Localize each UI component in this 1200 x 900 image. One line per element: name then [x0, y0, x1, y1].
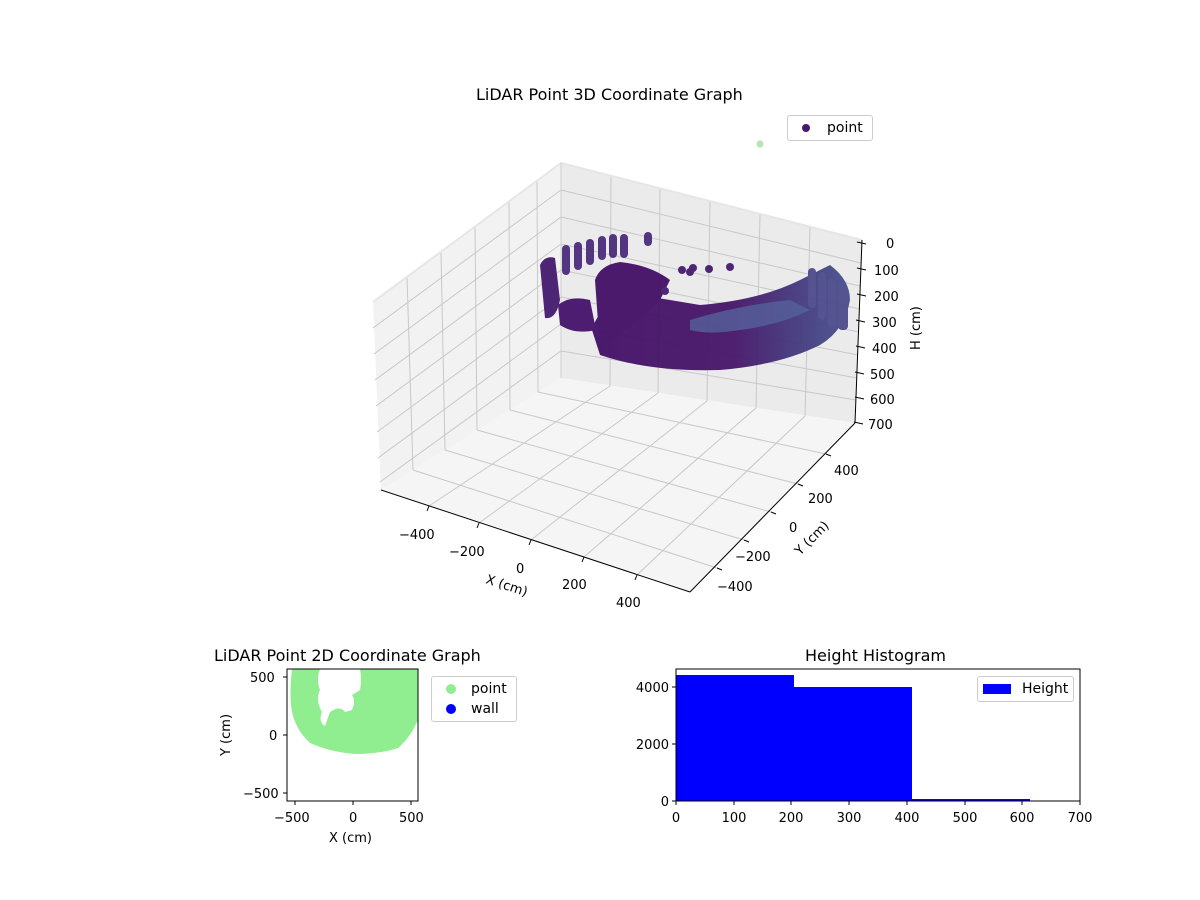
- svg-text:300: 300: [872, 316, 897, 331]
- svg-text:300: 300: [837, 811, 862, 826]
- z-axis-label: H (cm): [909, 306, 924, 350]
- y-axis-line: [689, 422, 856, 593]
- svg-text:200: 200: [562, 578, 587, 593]
- z-ticks: [853, 241, 867, 425]
- histogram-canvas: 0 100 200 300 400 500 600 700 0 2000 400…: [636, 668, 1093, 826]
- svg-text:600: 600: [1010, 811, 1035, 826]
- histogram-ticks: [672, 686, 1081, 805]
- plot3d-legend: point: [787, 115, 873, 141]
- svg-text:600: 600: [870, 393, 895, 408]
- plot2d-ticks: [283, 676, 412, 805]
- legend-point-marker-icon: [802, 124, 810, 132]
- x-tick-labels: −400 −200 0 200 400: [399, 528, 641, 611]
- point-region: [290, 669, 418, 754]
- plot3d-title: LiDAR Point 3D Coordinate Graph: [476, 85, 743, 104]
- legend-point-label: point: [471, 681, 507, 697]
- plot2d-title: LiDAR Point 2D Coordinate Graph: [214, 646, 481, 665]
- y-ticks: [716, 453, 832, 571]
- legend-wall-label: wall: [471, 701, 499, 717]
- svg-text:0: 0: [886, 237, 894, 252]
- outlier-point: [756, 140, 764, 148]
- svg-text:500: 500: [870, 368, 895, 383]
- svg-text:−500: −500: [274, 811, 310, 826]
- svg-text:400: 400: [616, 596, 641, 611]
- plot3d-canvas: −400 −200 0 200 400 X (cm) −400 −200 0 2…: [372, 140, 924, 611]
- x-axis-line: [380, 489, 691, 593]
- svg-text:400: 400: [834, 464, 859, 479]
- z-axis-line: [854, 239, 863, 424]
- pane-floor: [381, 378, 855, 592]
- legend-point-marker-icon: [446, 684, 456, 694]
- svg-text:100: 100: [874, 264, 899, 279]
- svg-text:0: 0: [269, 729, 277, 744]
- svg-text:−400: −400: [717, 580, 753, 595]
- legend-height-label: Height: [1022, 681, 1069, 697]
- point-cloud: [540, 232, 850, 371]
- z-tick-labels: 0 100 200 300 400 500 600 700: [868, 237, 899, 433]
- grid-back-left: [372, 180, 562, 483]
- svg-text:4000: 4000: [636, 681, 669, 696]
- svg-text:400: 400: [895, 811, 920, 826]
- svg-text:0: 0: [661, 795, 669, 810]
- svg-text:700: 700: [1068, 811, 1093, 826]
- plot2d-x-label: X (cm): [329, 831, 372, 846]
- y-axis-label: Y (cm): [792, 519, 833, 560]
- svg-text:0: 0: [789, 521, 797, 536]
- histogram-y-tick-labels: 0 2000 4000: [636, 681, 669, 810]
- plot2d-legend: point wall: [431, 676, 517, 722]
- legend-wall-marker-icon: [446, 704, 456, 714]
- svg-text:−200: −200: [449, 545, 485, 560]
- legend-height-swatch-icon: [983, 684, 1011, 694]
- svg-text:2000: 2000: [636, 738, 669, 753]
- pane-back-left: [373, 163, 561, 490]
- svg-text:500: 500: [953, 811, 978, 826]
- plot2d-y-label: Y (cm): [219, 714, 234, 757]
- y-tick-labels: −400 −200 0 200 400: [717, 464, 859, 595]
- histogram-bars: [676, 675, 1030, 801]
- histogram-title: Height Histogram: [805, 646, 946, 665]
- svg-text:200: 200: [808, 492, 833, 507]
- svg-text:−200: −200: [735, 550, 771, 565]
- svg-text:0: 0: [349, 811, 357, 826]
- svg-text:400: 400: [872, 342, 897, 357]
- svg-text:100: 100: [722, 811, 747, 826]
- svg-text:0: 0: [516, 562, 524, 577]
- svg-text:700: 700: [868, 418, 893, 433]
- svg-text:500: 500: [250, 671, 275, 686]
- x-ticks: [426, 505, 638, 581]
- legend-point-label: point: [827, 120, 863, 136]
- histogram-x-tick-labels: 0 100 200 300 400 500 600 700: [672, 811, 1093, 826]
- svg-text:500: 500: [399, 811, 424, 826]
- histogram-legend: Height: [977, 676, 1074, 702]
- svg-text:0: 0: [672, 811, 680, 826]
- svg-text:200: 200: [874, 290, 899, 305]
- grid-floor: [412, 385, 827, 576]
- svg-text:−500: −500: [243, 787, 279, 802]
- plot2d-canvas: −500 0 500 500 0 −500 X (cm) Y (cm): [219, 668, 424, 846]
- svg-text:−400: −400: [399, 528, 435, 543]
- svg-text:200: 200: [779, 811, 804, 826]
